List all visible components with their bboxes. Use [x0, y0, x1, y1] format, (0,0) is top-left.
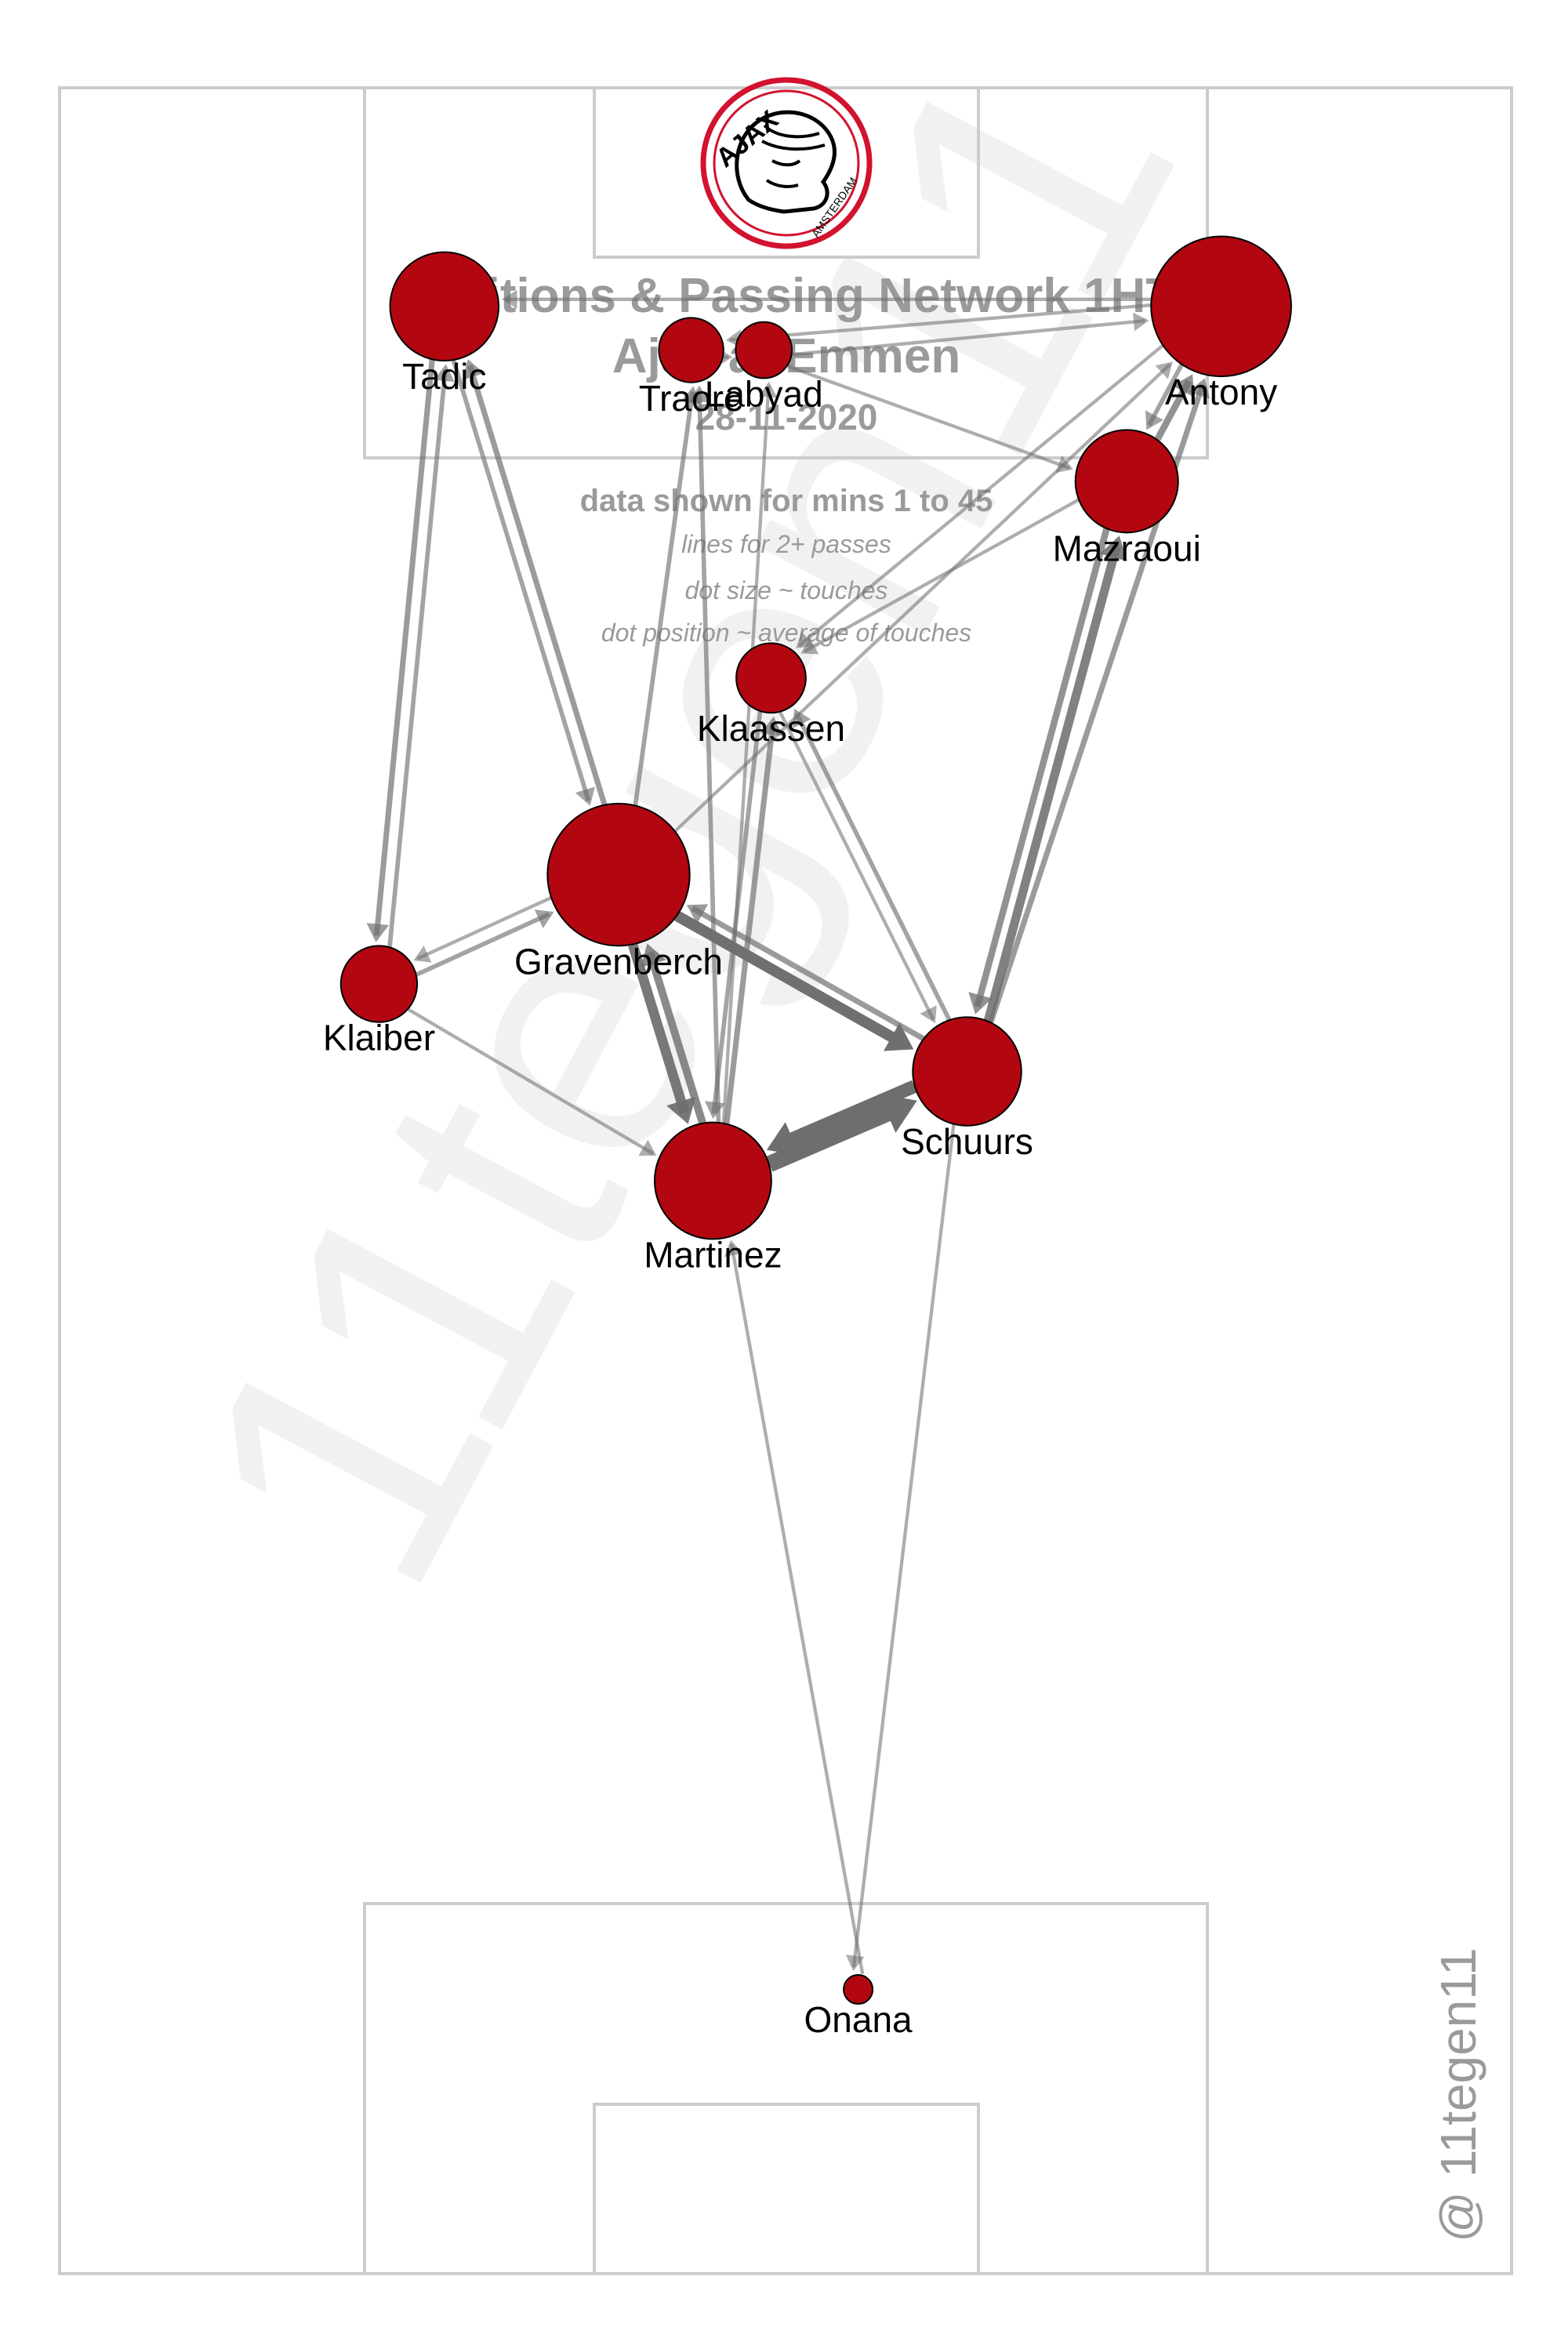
pass-arrowhead-klaassen-to-schuurs [920, 1005, 937, 1024]
pass-arrowhead-mazraoui-to-antony [1172, 374, 1195, 397]
player-label-klaiber: Klaiber [323, 1018, 435, 1058]
pass-arrowhead-onana-to-martinez [724, 1240, 743, 1257]
pitch [58, 86, 1513, 2275]
pass-edge-schuurs-to-onana [851, 1124, 956, 1968]
pass-edge-klaiber-to-gravenberch [416, 912, 550, 977]
player-label-onana: Onana [804, 1999, 913, 2040]
logo-head-icon [735, 110, 837, 214]
pass-edge-antony-to-mazraoui [1147, 363, 1184, 426]
player-node-klaiber [339, 945, 419, 1023]
player-label-gravenberch: Gravenberch [514, 941, 723, 982]
pass-arrowhead-schuurs-to-gravenberch [686, 904, 709, 924]
pass-edge-onana-to-martinez [729, 1243, 865, 1975]
pass-arrowhead-gravenberch-to-klaiber [413, 946, 432, 963]
pass-edge-martinez-to-gravenberch [646, 951, 706, 1124]
pass-edge-martinez-to-traore [697, 390, 721, 1123]
bottom-penalty-area [363, 1902, 1209, 2275]
player-node-onana [843, 1974, 874, 2005]
pass-arrowhead-schuurs-to-antony [1188, 378, 1210, 399]
pass-edge-klaassen-to-schuurs [779, 711, 935, 1021]
pass-arrowhead-antony-to-mazraoui [1145, 410, 1164, 430]
pass-arrowhead-tadic-to-klaiber [366, 923, 390, 942]
pass-edge-gravenberch-to-antony [673, 363, 1171, 833]
player-node-gravenberch [546, 803, 691, 947]
pass-arrowhead-martinez-to-klaassen [760, 716, 783, 736]
pass-arrowhead-mazraoui-to-schuurs [968, 992, 993, 1014]
top-goal-area [593, 86, 980, 259]
pass-edge-gravenberch-to-tadic [466, 365, 608, 806]
player-label-labyad: Labyad [705, 373, 823, 414]
player-node-martinez [653, 1121, 772, 1240]
chart-date: 28-11-2020 [695, 397, 878, 437]
player-label-antony: Antony [1165, 372, 1277, 412]
player-label-martinez: Martinez [644, 1234, 782, 1275]
player-node-tadic [389, 251, 500, 362]
bottom-goal-area [593, 2103, 980, 2275]
pass-edge-martinez-to-klaassen [724, 722, 776, 1124]
pass-arrowhead-gravenberch-to-martinez [666, 1096, 696, 1124]
player-label-klaassen: Klaassen [697, 708, 845, 749]
pass-arrowhead-gravenberch-to-schuurs [883, 1022, 914, 1051]
pass-edge-labyad-to-mazraoui [787, 365, 1070, 470]
pass-edge-gravenberch-to-klaiber [416, 896, 552, 960]
logo-outer-ring [700, 77, 873, 249]
player-label-schuurs: Schuurs [901, 1121, 1033, 1162]
pass-edge-labyad-to-antony [792, 318, 1145, 357]
player-node-klaassen [735, 642, 807, 714]
player-label-tadic: Tadic [402, 356, 486, 397]
pass-arrowhead-antony-to-tadic [502, 289, 517, 309]
pass-arrowhead-martinez-to-gravenberch [641, 943, 666, 968]
pass-arrowhead-klaiber-to-tadic [434, 364, 455, 383]
pass-arrowhead-schuurs-to-mazraoui [1099, 535, 1127, 561]
pass-arrowhead-martinez-to-labyad [758, 381, 778, 398]
ajax-logo: AJAX AMSTERDAM [700, 77, 873, 249]
pass-edge-martinez-to-labyad [721, 385, 771, 1123]
pass-edge-schuurs-to-martinez [779, 1080, 917, 1150]
pass-arrowhead-schuurs-to-martinez [766, 1122, 800, 1156]
pass-edge-antony-to-traore [729, 303, 1152, 342]
pass-edge-tadic-to-klaiber [373, 359, 435, 936]
pass-edge-mazraoui-to-schuurs [974, 528, 1110, 1007]
dot-position-note: dot position ~ average of touches [601, 619, 971, 647]
player-node-mazraoui [1074, 429, 1179, 534]
pass-arrowhead-klaiber-to-gravenberch [534, 909, 554, 928]
pass-edge-gravenberch-to-traore [633, 390, 695, 806]
player-node-labyad [735, 321, 793, 379]
pass-edge-klaiber-to-martinez [407, 1007, 654, 1156]
pass-arrowhead-gravenberch-to-antony [1155, 361, 1173, 379]
pass-edges [366, 289, 1210, 1975]
pass-edge-mazraoui-to-klaassen [803, 498, 1080, 653]
pass-edge-schuurs-to-gravenberch [691, 906, 925, 1041]
pass-edge-martinez-to-schuurs [766, 1101, 902, 1172]
player-nodes [339, 235, 1292, 2005]
logo-helmet-lines [761, 124, 826, 188]
pass-edge-klaiber-to-tadic [387, 369, 448, 947]
pass-arrowhead-labyad-to-antony [1132, 312, 1149, 332]
player-label-traore: Traore [639, 378, 744, 419]
minutes-note: data shown for mins 1 to 45 [580, 484, 993, 518]
pass-arrowhead-klaiber-to-martinez [638, 1139, 657, 1156]
pass-arrowhead-tadic-to-gravenberch [575, 786, 595, 806]
pass-arrowhead-schuurs-to-onana [845, 1955, 865, 1972]
player-label-mazraoui: Mazraoui [1053, 528, 1201, 568]
player-node-schuurs [912, 1016, 1022, 1127]
player-node-antony [1150, 235, 1292, 378]
pass-arrowhead-martinez-to-traore [689, 385, 710, 403]
pass-edge-gravenberch-to-martinez [628, 943, 690, 1115]
credit-text: @ 11tegen11 [1430, 1947, 1486, 2242]
pass-edge-schuurs-to-mazraoui [983, 544, 1121, 1022]
pass-arrowhead-mazraoui-to-klaassen [800, 637, 819, 655]
pass-arrowhead-gravenberch-to-tadic [462, 359, 485, 380]
lines-note: lines for 2+ passes [681, 530, 891, 558]
pass-edge-tadic-to-gravenberch [451, 359, 591, 802]
pass-edge-antony-to-klaassen [797, 344, 1164, 648]
pass-edge-schuurs-to-klaassen [794, 712, 952, 1021]
player-node-traore [658, 317, 724, 383]
dot-size-note: dot size ~ touches [685, 576, 888, 604]
